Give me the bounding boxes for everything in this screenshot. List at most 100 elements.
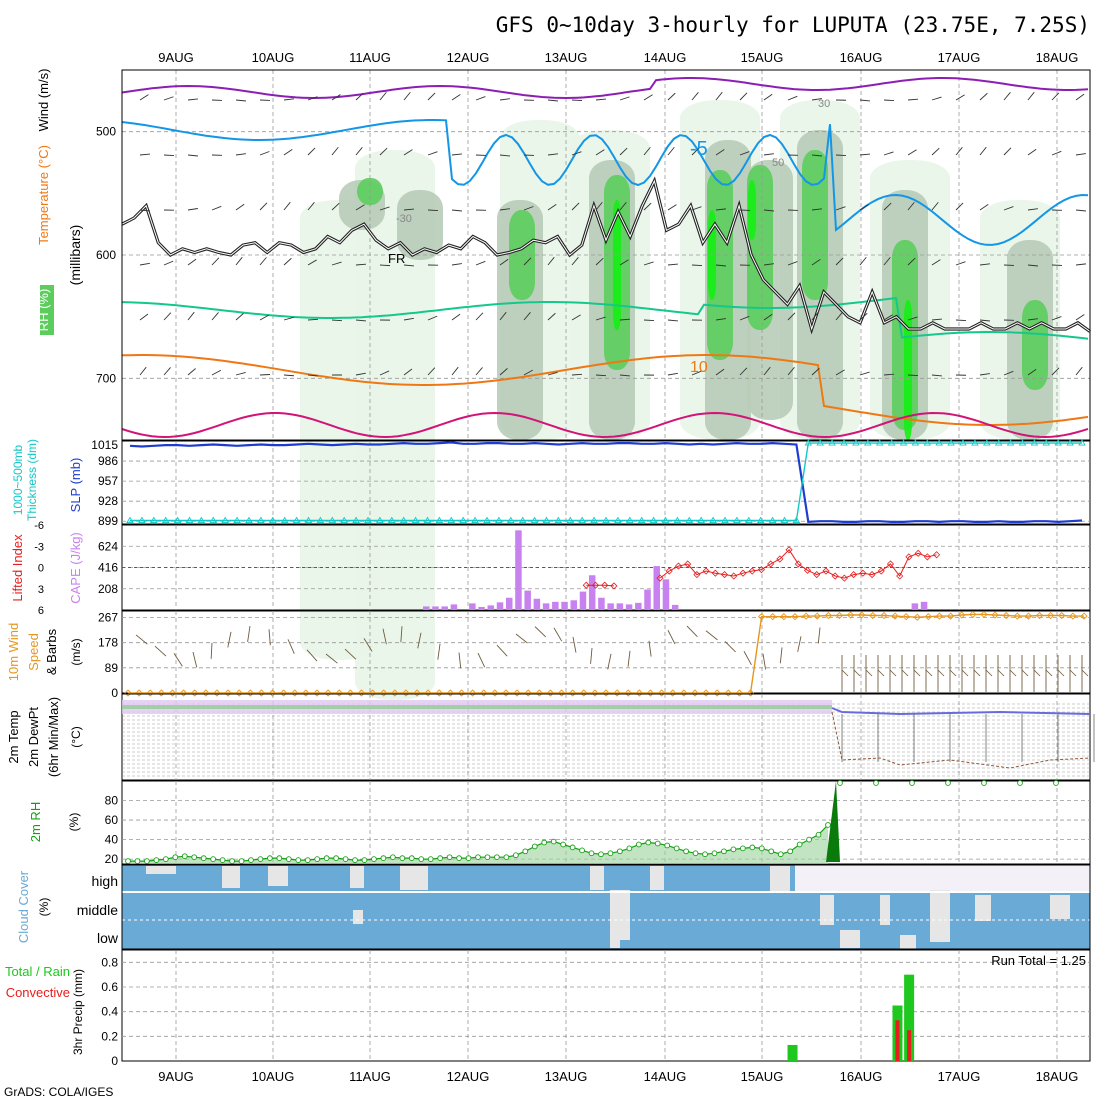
wind-barb bbox=[1075, 93, 1085, 101]
cape-bar bbox=[515, 530, 522, 610]
ylabel-temperature: Temperature (°C) bbox=[36, 145, 51, 245]
wind-barb bbox=[451, 263, 462, 266]
thickness-point bbox=[864, 439, 872, 446]
wind-speed-point bbox=[602, 689, 610, 697]
wind-barb-flag bbox=[985, 669, 993, 677]
rh-point bbox=[768, 848, 775, 855]
thickness-point bbox=[1042, 439, 1051, 446]
wind-barb bbox=[355, 204, 365, 211]
wind-barb bbox=[499, 258, 509, 266]
isotherm-minus10 bbox=[121, 77, 1089, 100]
rh-point bbox=[579, 847, 585, 854]
thickness-point bbox=[875, 439, 884, 446]
cape-bar bbox=[579, 591, 587, 610]
wind-barb-flag bbox=[1021, 669, 1029, 677]
wind-barb bbox=[307, 318, 319, 321]
rh-point bbox=[314, 856, 321, 862]
ylabel-wind: Wind (m/s) bbox=[36, 69, 51, 132]
rh-point bbox=[796, 841, 803, 848]
li-point bbox=[850, 571, 858, 579]
wind-barb-flag bbox=[961, 669, 969, 677]
day-label-bottom: 10AUG bbox=[252, 1069, 295, 1084]
wind-speed-point bbox=[268, 689, 277, 697]
cape-tick-label: 208 bbox=[98, 582, 118, 596]
wind-speed-point bbox=[702, 689, 710, 697]
wind-barb bbox=[163, 260, 174, 266]
wind-barb bbox=[787, 261, 798, 266]
thickness-line bbox=[130, 442, 1082, 522]
li-point bbox=[886, 560, 895, 568]
thickness-point bbox=[328, 516, 337, 523]
rh-point bbox=[257, 856, 264, 862]
slp-tick-label: 899 bbox=[98, 514, 118, 528]
rh-point bbox=[285, 856, 292, 862]
wind-barb bbox=[811, 259, 821, 266]
day-label-bottom: 13AUG bbox=[545, 1069, 588, 1084]
run-total-label: Run Total = 1.25 bbox=[991, 953, 1086, 968]
thickness-point bbox=[245, 516, 253, 523]
day-label-bottom: 12AUG bbox=[447, 1069, 490, 1084]
pressure-tick-label: 500 bbox=[96, 125, 116, 139]
wind-tick-label: 89 bbox=[105, 661, 119, 675]
rh-point bbox=[380, 855, 387, 861]
wind-barb bbox=[355, 319, 366, 322]
wind-barb bbox=[572, 636, 577, 653]
cloud-gap bbox=[1050, 895, 1070, 919]
wind-barb bbox=[595, 374, 607, 377]
wind-speed-point bbox=[424, 689, 432, 697]
wind-barb bbox=[307, 374, 318, 377]
wind-speed-point bbox=[191, 689, 199, 697]
ylabel-precip: 3hr Precip (mm) bbox=[71, 969, 85, 1055]
wind-barb bbox=[907, 201, 915, 211]
day-label-bottom: 16AUG bbox=[840, 1069, 883, 1084]
wind-barb bbox=[451, 153, 462, 156]
wind-barb bbox=[643, 319, 655, 322]
cape-bar bbox=[911, 603, 919, 610]
thickness-point bbox=[578, 516, 586, 523]
wind-barb bbox=[787, 95, 798, 101]
thickness-point bbox=[1078, 439, 1086, 446]
wind-barb bbox=[259, 257, 267, 266]
wind-barb bbox=[515, 633, 528, 644]
isotherm-5 bbox=[121, 296, 1089, 340]
wind-barb-flag bbox=[889, 669, 897, 677]
wind-speed-point bbox=[846, 611, 855, 619]
precip-tick-label: 0.4 bbox=[101, 1005, 118, 1019]
thickness-point bbox=[459, 516, 467, 523]
wind-barb bbox=[931, 318, 942, 321]
li-point bbox=[601, 581, 609, 589]
rh-point bbox=[361, 857, 368, 863]
rh-tick-label: 60 bbox=[105, 813, 119, 827]
ylabel-temp-units: (°C) bbox=[69, 726, 83, 747]
rh-point bbox=[588, 850, 595, 857]
wind-barb bbox=[283, 257, 292, 266]
wind-barb bbox=[382, 628, 387, 645]
thickness-point bbox=[411, 516, 420, 523]
wind-barb bbox=[715, 91, 723, 101]
wind-barb bbox=[883, 151, 894, 156]
thickness-point bbox=[269, 516, 277, 523]
wind-barb bbox=[762, 653, 767, 670]
wind-tick-label: 178 bbox=[98, 636, 118, 650]
wind-barb bbox=[154, 645, 167, 657]
wind-barb bbox=[907, 374, 919, 377]
wind-barb bbox=[344, 648, 357, 660]
wind-barb bbox=[139, 153, 150, 156]
wind-barb bbox=[691, 92, 699, 101]
li-point bbox=[610, 582, 618, 590]
wind-barb bbox=[283, 98, 294, 101]
temp-frame bbox=[121, 693, 1091, 781]
day-label-bottom: 9AUG bbox=[158, 1069, 193, 1084]
thickness-point bbox=[697, 516, 705, 523]
rh-point bbox=[512, 852, 519, 859]
wind-barb bbox=[705, 630, 718, 641]
wind-barb bbox=[835, 369, 845, 376]
thickness-point bbox=[899, 439, 908, 446]
wind-speed-point bbox=[1024, 612, 1033, 620]
thickness-point bbox=[816, 439, 824, 446]
cloud-gap bbox=[930, 890, 950, 942]
rh-point bbox=[749, 844, 756, 851]
wind-speed-point bbox=[380, 689, 388, 697]
thickness-point bbox=[483, 516, 491, 523]
wind-barb bbox=[835, 257, 844, 266]
